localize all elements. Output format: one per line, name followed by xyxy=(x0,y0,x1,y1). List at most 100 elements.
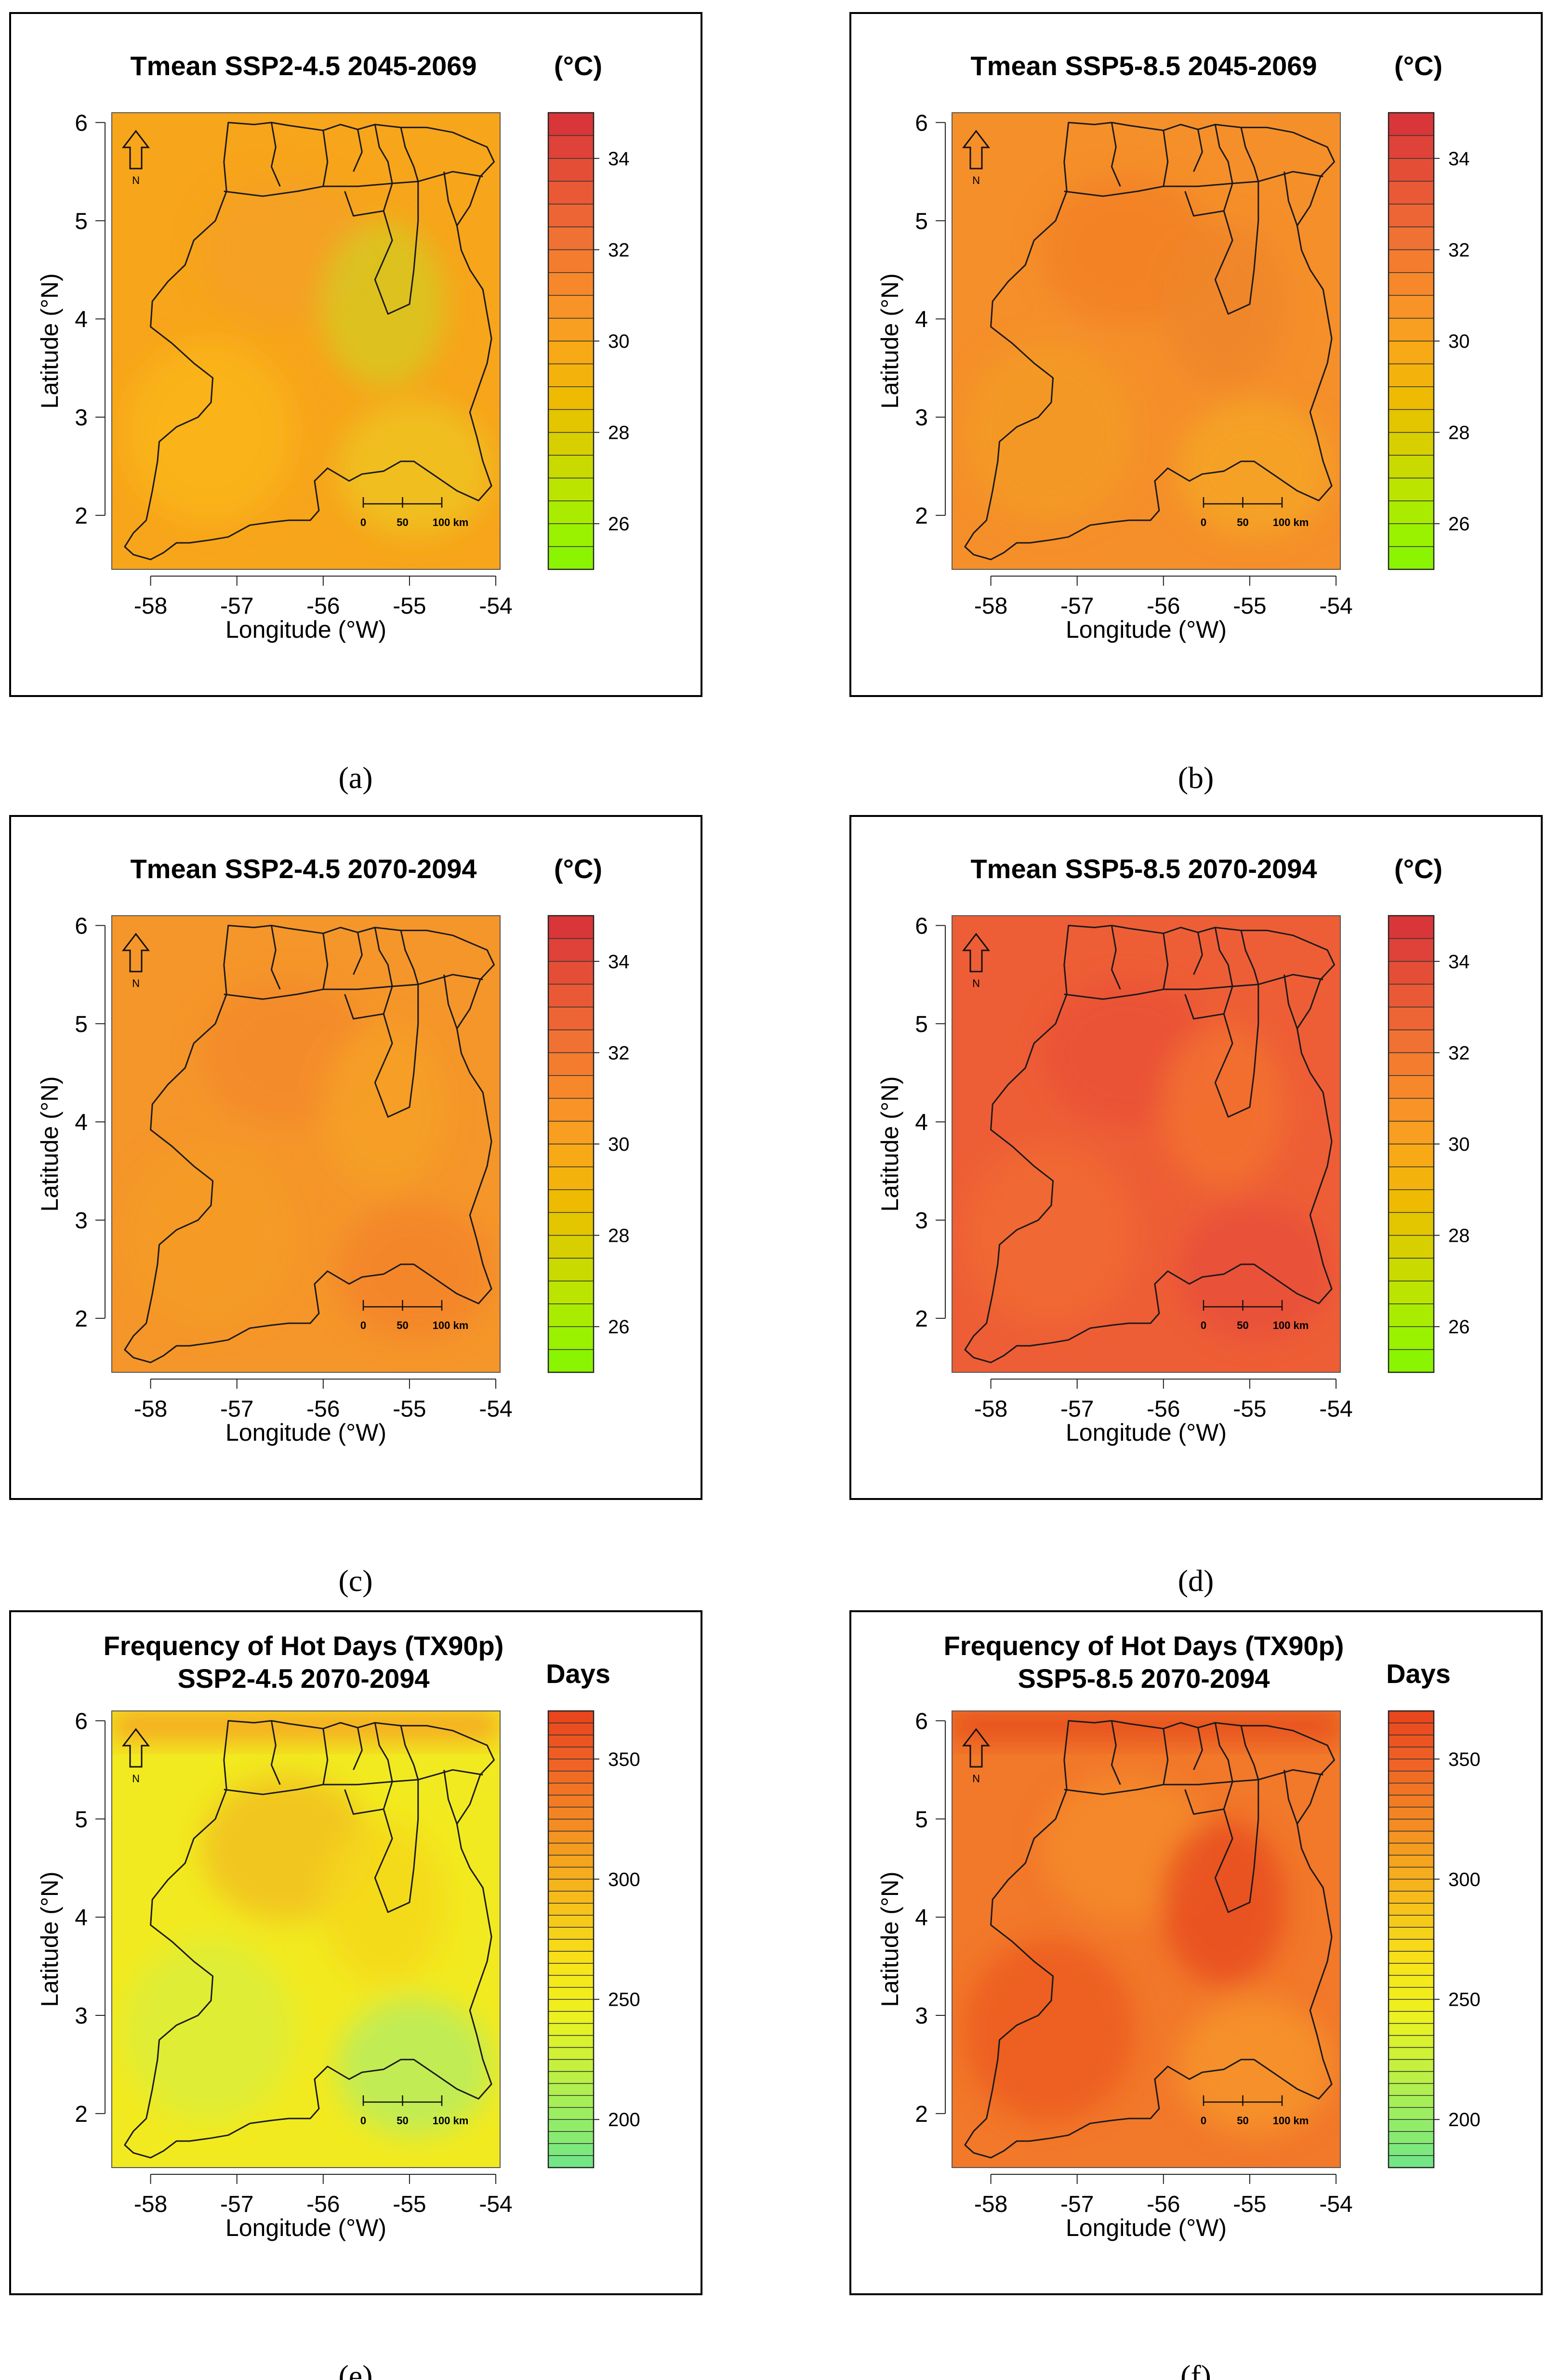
legend-swatch xyxy=(548,546,594,570)
legend-swatch xyxy=(1388,135,1434,159)
scale-bar-label: 100 km xyxy=(433,2115,469,2127)
x-axis-title: Longitude (°W) xyxy=(1066,2214,1227,2241)
legend-swatch xyxy=(1388,1999,1434,2012)
y-axis-title: Latitude (°N) xyxy=(36,1871,63,2007)
scale-bar: 0 50 100 km xyxy=(1201,2095,1309,2127)
district-boundary xyxy=(1163,1728,1169,1785)
country-boundary xyxy=(124,1720,495,2159)
legend-swatch xyxy=(548,363,594,387)
y-axis-title: Latitude (°N) xyxy=(876,1871,903,2007)
panel-caption: (f) xyxy=(1180,2359,1211,2380)
unit-label: Days xyxy=(1386,1658,1451,1689)
legend-swatch xyxy=(548,523,594,547)
panel-caption: (a) xyxy=(338,761,372,795)
field-patch xyxy=(1177,1203,1333,1341)
y-tick-label: 3 xyxy=(915,405,928,431)
legend-swatch xyxy=(1388,1189,1434,1213)
legend-tick-label: 300 xyxy=(1448,1869,1481,1890)
legend-swatch xyxy=(548,1735,594,1748)
panel-title: Tmean SSP2-4.5 2070-2094 (°C) xyxy=(130,854,602,884)
country-boundary xyxy=(964,121,1335,561)
panel-caption: (e) xyxy=(338,2359,372,2380)
legend-swatch xyxy=(1388,1987,1434,2000)
title-line: Frequency of Hot Days (TX90p) xyxy=(104,1630,504,1661)
y-tick-label: 3 xyxy=(75,1208,88,1234)
district-boundary xyxy=(224,171,483,197)
legend-swatch xyxy=(1388,1939,1434,1952)
y-tick-label: 2 xyxy=(915,1306,928,1332)
legend-tick-label: 28 xyxy=(1448,422,1470,444)
field-patch xyxy=(123,1144,294,1327)
legend-swatch xyxy=(548,1759,594,1772)
district-boundary xyxy=(224,973,483,1000)
legend-swatch xyxy=(1388,984,1434,1008)
scale-bar: 0 50 100 km xyxy=(1201,497,1309,528)
legend-swatch xyxy=(548,2155,594,2168)
map-field xyxy=(952,916,1340,1372)
title-line: Frequency of Hot Days (TX90p) xyxy=(944,1630,1344,1661)
legend-tick-label: 28 xyxy=(608,1225,630,1247)
legend-colorbar: 26 28 30 32 34 xyxy=(1388,112,1470,570)
legend-border xyxy=(1388,1710,1435,2169)
north-label: N xyxy=(132,1773,140,1785)
district-boundary xyxy=(322,1728,329,1785)
district-boundary xyxy=(1184,1789,1224,1815)
legend-swatch xyxy=(1388,2059,1434,2072)
field-patches xyxy=(123,979,492,1341)
district-boundary xyxy=(353,932,363,975)
legend-swatch xyxy=(1388,1879,1434,1892)
legend-swatch xyxy=(548,226,594,250)
legend-swatch xyxy=(548,1120,594,1144)
legend-swatch xyxy=(1388,1782,1434,1796)
legend-swatch xyxy=(1388,1854,1434,1868)
x-tick-label: -55 xyxy=(1233,593,1266,619)
district-boundary xyxy=(1214,1723,1233,1782)
legend-swatch xyxy=(548,455,594,479)
legend-swatch xyxy=(1388,477,1434,501)
y-tick-label: 2 xyxy=(915,2102,928,2127)
legend-swatch xyxy=(548,1144,594,1168)
panel-title: Tmean SSP2-4.5 2045-2069 (°C) xyxy=(130,51,602,81)
legend-swatch xyxy=(1388,1280,1434,1304)
district-boundary xyxy=(1064,973,1323,1000)
legend-swatch xyxy=(548,938,594,962)
panel-b: N 0 50 100 km -58 -57 -56 -55 -54 Longitude (°W) 2… xyxy=(849,12,1543,697)
y-axis: 2 3 4 5 6 Latitude (°N) xyxy=(36,913,106,1332)
legend-tick-label: 250 xyxy=(1448,1989,1481,2011)
district-boundary xyxy=(270,1721,281,1785)
legend-swatch xyxy=(548,341,594,365)
x-tick-label: -54 xyxy=(479,1396,512,1422)
legend-swatch xyxy=(548,112,594,136)
panel-caption: (b) xyxy=(1178,761,1214,795)
district-boundary xyxy=(1283,171,1298,226)
legend-swatch xyxy=(1388,500,1434,524)
district-boundary xyxy=(443,974,458,1029)
district-boundary xyxy=(1214,1779,1259,1913)
legend-colorbar: 200 250 300 350 xyxy=(1388,1710,1481,2169)
legend-swatch xyxy=(548,1280,594,1304)
legend-swatch xyxy=(548,432,594,456)
district-boundary xyxy=(1193,129,1203,172)
district-boundary xyxy=(1064,171,1323,197)
legend-border xyxy=(547,1710,595,2169)
scale-bar-label: 100 km xyxy=(1273,1319,1309,1331)
district-boundary xyxy=(1111,122,1121,187)
scale-bar-label: 50 xyxy=(1237,1319,1248,1331)
legend-swatch xyxy=(548,1075,594,1099)
x-tick-label: -57 xyxy=(1060,1396,1094,1422)
legend-swatch xyxy=(548,158,594,182)
legend-swatch xyxy=(1388,1794,1434,1808)
legend-swatch xyxy=(1388,1098,1434,1122)
panel-e: N 0 50 100 km -58 -57 -56 -55 -54 Longitude (°W) 2… xyxy=(9,1610,702,2295)
y-tick-label: 4 xyxy=(915,1110,928,1135)
legend-colorbar: 200 250 300 350 xyxy=(547,1710,640,2169)
y-tick-label: 2 xyxy=(75,503,88,529)
x-tick-label: -57 xyxy=(1060,593,1094,619)
legend-swatch xyxy=(1388,432,1434,456)
north-arrow-icon: N xyxy=(121,1728,150,1785)
y-tick-label: 4 xyxy=(915,307,928,332)
district-boundary xyxy=(374,984,419,1118)
legend-swatch xyxy=(548,2131,594,2144)
scale-bar-label: 50 xyxy=(1237,516,1248,528)
field-patch xyxy=(123,1939,294,2122)
